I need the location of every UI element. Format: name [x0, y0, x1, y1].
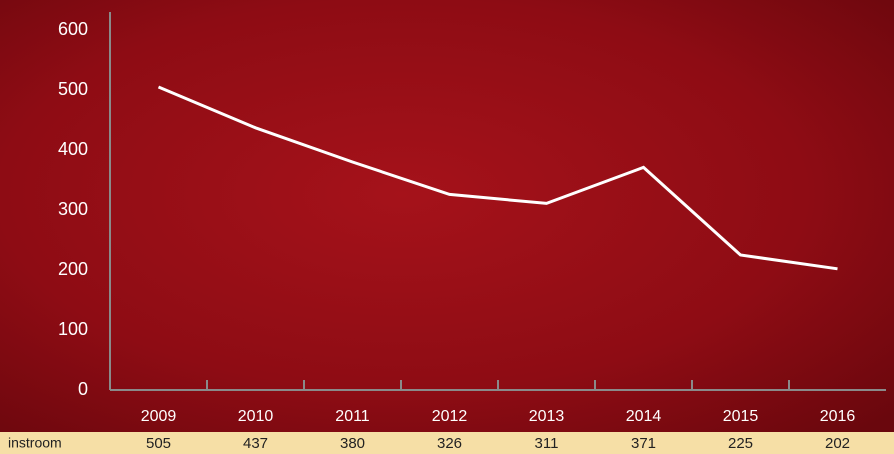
x-tick-label: 2013 [529, 408, 565, 425]
x-tick-label: 2015 [723, 408, 759, 425]
table-value: 311 [535, 435, 559, 452]
table-value: 505 [146, 435, 171, 452]
y-tick-label: 0 [78, 379, 88, 399]
table-value: 326 [437, 435, 462, 452]
data-line [157, 85, 838, 271]
y-tick-label: 100 [58, 319, 88, 339]
y-tick-label: 500 [58, 79, 88, 99]
x-tick-label: 2016 [820, 408, 856, 425]
x-tick-label: 2010 [238, 408, 274, 425]
y-tick-label: 600 [58, 19, 88, 39]
y-tick-label: 200 [58, 259, 88, 279]
table-value: 437 [243, 435, 268, 452]
background [0, 0, 894, 432]
table-row [0, 432, 894, 454]
x-tick-label: 2014 [626, 408, 662, 425]
x-tick-label: 2009 [141, 408, 177, 425]
y-tick-label: 400 [58, 139, 88, 159]
row-label: instroom [8, 435, 62, 451]
table-value: 225 [728, 435, 753, 452]
x-tick-label: 2011 [335, 408, 370, 425]
table-value: 371 [631, 435, 656, 452]
y-tick-label: 300 [58, 199, 88, 219]
table-value: 202 [825, 435, 850, 452]
table-value: 380 [340, 435, 365, 452]
x-tick-label: 2012 [432, 408, 468, 425]
